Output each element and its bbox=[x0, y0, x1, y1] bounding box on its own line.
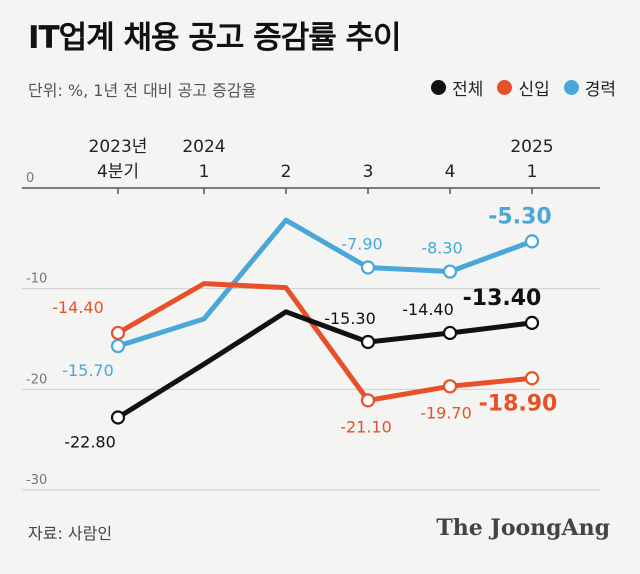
series-line-total bbox=[115, 309, 535, 421]
data-point-total bbox=[524, 315, 540, 330]
x-tick-label-top: 2025 bbox=[510, 137, 553, 157]
legend-label-new: 신입 bbox=[518, 80, 550, 100]
legend-swatch-new bbox=[497, 80, 513, 95]
data-label-new: -18.90 bbox=[479, 391, 558, 416]
x-tick-label: 4 bbox=[445, 162, 456, 182]
data-label-experienced: -15.70 bbox=[62, 361, 114, 380]
data-point-total bbox=[360, 334, 376, 350]
source-note: 자료: 사람인 bbox=[28, 524, 113, 543]
data-label-total: -13.40 bbox=[463, 286, 542, 311]
series-line-experienced bbox=[115, 217, 535, 349]
legend-item-total: 전체 bbox=[431, 75, 483, 100]
y-tick-label: -10 bbox=[26, 272, 47, 287]
data-label-new: -14.40 bbox=[52, 298, 104, 317]
x-tick-label: 3 bbox=[363, 162, 374, 182]
x-tick-label-top: 2024 bbox=[182, 137, 225, 157]
data-point-new bbox=[360, 393, 376, 408]
data-label-new: -21.10 bbox=[340, 417, 392, 436]
data-label-total: -14.40 bbox=[402, 300, 454, 319]
data-label-total: -15.30 bbox=[324, 309, 376, 328]
data-label-experienced: -5.30 bbox=[488, 204, 551, 229]
data-point-experienced bbox=[524, 234, 540, 249]
legend-item-new: 신입 bbox=[497, 75, 550, 100]
unit-note: 단위: %, 1년 전 대비 공고 증감율 bbox=[28, 81, 257, 100]
data-point-total bbox=[110, 410, 126, 425]
y-tick-label: -20 bbox=[26, 372, 47, 387]
series-line-new bbox=[115, 281, 535, 403]
data-point-new bbox=[442, 379, 458, 394]
y-tick-label: -30 bbox=[26, 473, 47, 488]
data-label-new: -19.70 bbox=[420, 403, 472, 422]
data-point-total bbox=[442, 325, 458, 341]
data-point-new bbox=[110, 325, 126, 341]
legend-swatch-total bbox=[431, 80, 447, 95]
data-point-new bbox=[524, 371, 540, 386]
data-label-experienced: -8.30 bbox=[421, 239, 462, 258]
legend: 전체 신입 경력 bbox=[431, 75, 616, 100]
legend-label-experienced: 경력 bbox=[584, 80, 616, 100]
data-point-experienced bbox=[360, 260, 376, 275]
data-point-experienced bbox=[442, 264, 458, 279]
legend-swatch-experienced bbox=[563, 80, 579, 95]
x-tick-label: 2 bbox=[281, 162, 292, 182]
chart-title: IT업계 채용 공고 증감률 추이 bbox=[28, 20, 402, 56]
x-tick-label: 1 bbox=[527, 162, 538, 182]
legend-item-experienced: 경력 bbox=[563, 75, 616, 100]
data-label-experienced: -7.90 bbox=[341, 235, 382, 254]
data-label-total: -22.80 bbox=[64, 433, 116, 452]
y-tick-label: 0 bbox=[26, 171, 34, 186]
data-point-experienced bbox=[110, 338, 126, 354]
x-tick-label: 1 bbox=[199, 162, 210, 182]
legend-label-total: 전체 bbox=[452, 80, 484, 100]
x-tick-label-top: 2023년 bbox=[89, 137, 148, 157]
x-tick-label: 4분기 bbox=[97, 162, 139, 182]
brand-logo: The JoongAng bbox=[436, 515, 610, 541]
